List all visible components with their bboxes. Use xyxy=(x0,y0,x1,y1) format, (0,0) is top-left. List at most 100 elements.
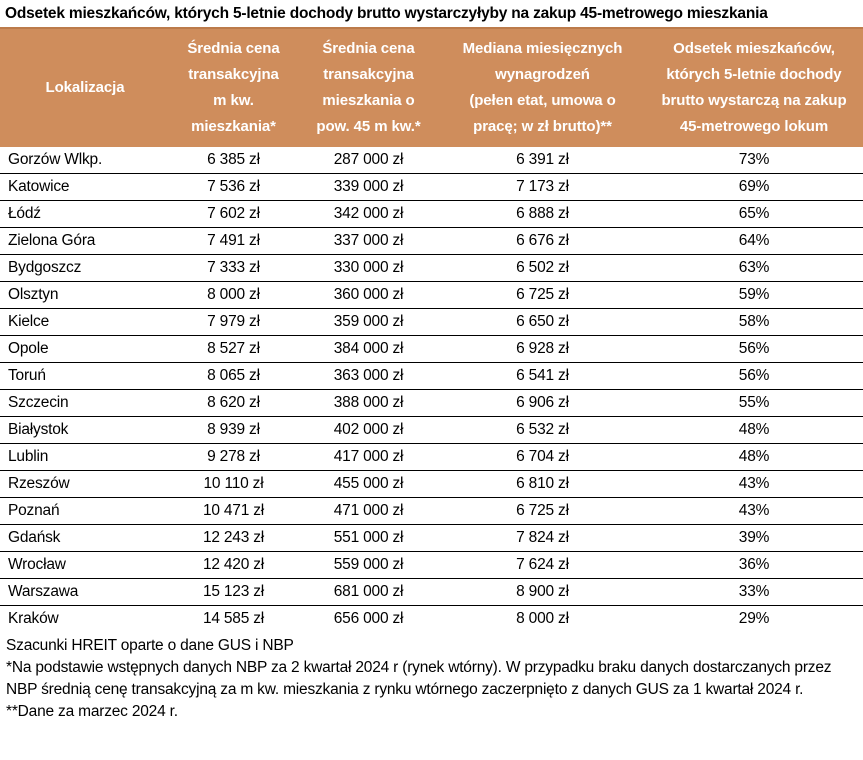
cell-price_45sqm: 551 000 zł xyxy=(333,529,404,546)
cell-city: Toruń xyxy=(8,367,46,384)
cell-price_sqm: 9 278 zł xyxy=(207,448,260,465)
cell-city: Białystok xyxy=(8,421,69,438)
table-row: Szczecin 8 620 zł 388 000 zł 6 906 zł 55% xyxy=(0,390,863,417)
cell-pct: 39% xyxy=(738,529,770,546)
cell-median_wage: 7 624 zł xyxy=(516,556,569,573)
cell-median_wage: 8 900 zł xyxy=(516,583,569,600)
cell-price_sqm: 7 602 zł xyxy=(207,205,260,222)
cell-city: Wrocław xyxy=(8,556,66,573)
table-row: Białystok 8 939 zł 402 000 zł 6 532 zł 48% xyxy=(0,417,863,444)
cell-pct: 58% xyxy=(738,313,770,330)
cell-median_wage: 7 824 zł xyxy=(516,529,569,546)
cell-pct: 56% xyxy=(738,367,770,384)
table-header-row: Lokalizacja Średnia cena transakcyjna m … xyxy=(0,27,863,147)
col-header-price-per-sqm: Średnia cena transakcyjna m kw. mieszkan… xyxy=(170,27,297,147)
cell-price_45sqm: 342 000 zł xyxy=(333,205,404,222)
cell-price_sqm: 8 065 zł xyxy=(207,367,260,384)
table-row: Gdańsk 12 243 zł 551 000 zł 7 824 zł 39% xyxy=(0,525,863,552)
cell-city: Bydgoszcz xyxy=(8,259,82,276)
col-header-lokalizacja: Lokalizacja xyxy=(0,27,170,147)
cell-pct: 43% xyxy=(738,475,770,492)
cell-median_wage: 6 532 zł xyxy=(516,421,569,438)
col-header-affordability-pct: Odsetek mieszkańców, których 5-letnie do… xyxy=(645,27,863,147)
cell-median_wage: 6 810 zł xyxy=(516,475,569,492)
table-row: Wrocław 12 420 zł 559 000 zł 7 624 zł 36% xyxy=(0,552,863,579)
cell-city: Rzeszów xyxy=(8,475,70,492)
cell-median_wage: 6 650 zł xyxy=(516,313,569,330)
table-row: Poznań 10 471 zł 471 000 zł 6 725 zł 43% xyxy=(0,498,863,525)
table-row: Toruń 8 065 zł 363 000 zł 6 541 zł 56% xyxy=(0,363,863,390)
cell-price_sqm: 7 333 zł xyxy=(207,259,260,276)
cell-city: Gdańsk xyxy=(8,529,61,546)
cell-pct: 69% xyxy=(738,178,770,195)
cell-median_wage: 6 391 zł xyxy=(516,151,569,168)
cell-price_sqm: 8 527 zł xyxy=(207,340,260,357)
cell-price_45sqm: 559 000 zł xyxy=(333,556,404,573)
table-row: Katowice 7 536 zł 339 000 zł 7 173 zł 69% xyxy=(0,174,863,201)
cell-price_45sqm: 402 000 zł xyxy=(333,421,404,438)
cell-price_45sqm: 384 000 zł xyxy=(333,340,404,357)
cell-price_sqm: 8 000 zł xyxy=(207,286,260,303)
cell-city: Katowice xyxy=(8,178,70,195)
cell-price_45sqm: 339 000 zł xyxy=(333,178,404,195)
cell-price_45sqm: 455 000 zł xyxy=(333,475,404,492)
housing-affordability-table: Lokalizacja Średnia cena transakcyjna m … xyxy=(0,27,863,632)
cell-city: Zielona Góra xyxy=(8,232,96,249)
cell-price_sqm: 8 939 zł xyxy=(207,421,260,438)
table-row: Bydgoszcz 7 333 zł 330 000 zł 6 502 zł 63% xyxy=(0,255,863,282)
cell-pct: 33% xyxy=(738,583,770,600)
cell-city: Kraków xyxy=(8,610,59,627)
cell-city: Gorzów Wlkp. xyxy=(8,151,103,168)
cell-price_45sqm: 388 000 zł xyxy=(333,394,404,411)
cell-pct: 55% xyxy=(738,394,770,411)
footnote-single-asterisk: *Na podstawie wstępnych danych NBP za 2 … xyxy=(6,659,832,698)
cell-pct: 43% xyxy=(738,502,770,519)
cell-median_wage: 8 000 zł xyxy=(516,610,569,627)
cell-price_45sqm: 681 000 zł xyxy=(333,583,404,600)
table-row: Kielce 7 979 zł 359 000 zł 6 650 zł 58% xyxy=(0,309,863,336)
footnotes: Szacunki HREIT oparte o dane GUS i NBP *… xyxy=(0,632,863,723)
source-note: Szacunki HREIT oparte o dane GUS i NBP xyxy=(6,637,294,654)
cell-price_45sqm: 360 000 zł xyxy=(333,286,404,303)
cell-median_wage: 6 541 zł xyxy=(516,367,569,384)
cell-pct: 29% xyxy=(738,610,770,627)
cell-city: Lublin xyxy=(8,448,49,465)
cell-price_45sqm: 287 000 zł xyxy=(333,151,404,168)
col-header-median-wage: Mediana miesięcznych wynagrodzeń (pełen … xyxy=(440,27,645,147)
cell-city: Szczecin xyxy=(8,394,69,411)
cell-median_wage: 6 888 zł xyxy=(516,205,569,222)
cell-pct: 56% xyxy=(738,340,770,357)
cell-pct: 65% xyxy=(738,205,770,222)
table-row: Zielona Góra 7 491 zł 337 000 zł 6 676 zł 64… xyxy=(0,228,863,255)
cell-price_sqm: 8 620 zł xyxy=(207,394,260,411)
cell-price_45sqm: 337 000 zł xyxy=(333,232,404,249)
cell-city: Opole xyxy=(8,340,49,357)
table-row: Lublin 9 278 zł 417 000 zł 6 704 zł 48% xyxy=(0,444,863,471)
cell-pct: 36% xyxy=(738,556,770,573)
cell-price_sqm: 6 385 zł xyxy=(207,151,260,168)
cell-price_sqm: 10 471 zł xyxy=(202,502,265,519)
cell-price_45sqm: 471 000 zł xyxy=(333,502,404,519)
cell-price_sqm: 12 420 zł xyxy=(202,556,265,573)
table-row: Warszawa 15 123 zł 681 000 zł 8 900 zł 33% xyxy=(0,579,863,606)
footnote-double-asterisk: **Dane za marzec 2024 r. xyxy=(6,703,178,720)
cell-price_sqm: 7 491 zł xyxy=(207,232,260,249)
cell-price_sqm: 7 536 zł xyxy=(207,178,260,195)
cell-price_sqm: 10 110 zł xyxy=(203,475,264,492)
cell-median_wage: 6 502 zł xyxy=(516,259,569,276)
cell-pct: 63% xyxy=(738,259,770,276)
cell-pct: 59% xyxy=(738,286,770,303)
table-row: Kraków 14 585 zł 656 000 zł 8 000 zł 29% xyxy=(0,606,863,633)
cell-pct: 48% xyxy=(738,421,770,438)
cell-median_wage: 6 725 zł xyxy=(516,502,569,519)
table-body: Gorzów Wlkp. 6 385 zł 287 000 zł 6 391 zł 73… xyxy=(0,147,863,632)
page-title: Odsetek mieszkańców, których 5-letnie do… xyxy=(5,5,768,22)
cell-pct: 48% xyxy=(738,448,770,465)
cell-pct: 64% xyxy=(738,232,770,249)
cell-price_45sqm: 330 000 zł xyxy=(333,259,404,276)
table-row: Opole 8 527 zł 384 000 zł 6 928 zł 56% xyxy=(0,336,863,363)
cell-median_wage: 6 704 zł xyxy=(516,448,569,465)
table-row: Gorzów Wlkp. 6 385 zł 287 000 zł 6 391 zł 73… xyxy=(0,147,863,174)
cell-median_wage: 6 906 zł xyxy=(516,394,569,411)
cell-price_sqm: 15 123 zł xyxy=(202,583,265,600)
